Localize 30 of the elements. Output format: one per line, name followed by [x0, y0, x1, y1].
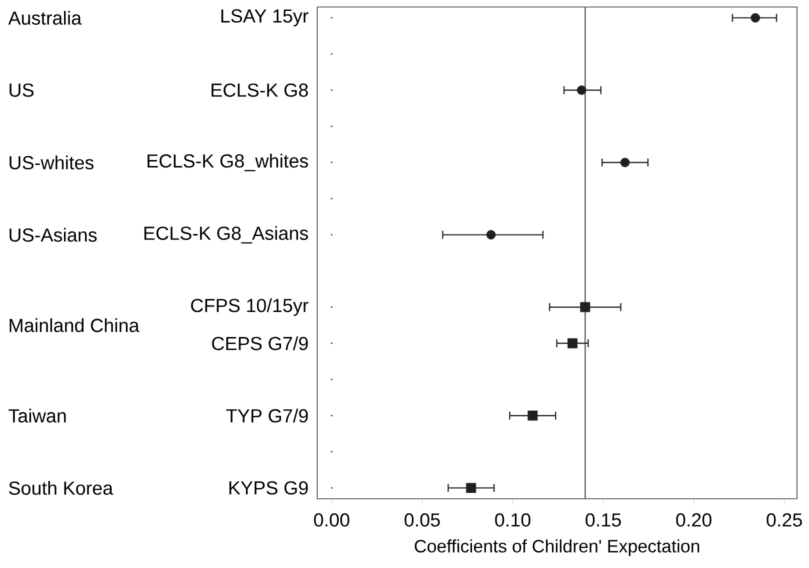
x-tick-label: 0.15	[586, 513, 621, 527]
x-tick-label: 0.20	[676, 513, 712, 527]
text: Australia	[8, 11, 82, 25]
point	[576, 86, 586, 96]
point	[580, 302, 590, 312]
y-tick-label: LSAY 15yr	[221, 9, 308, 27]
text: South Korea	[9, 481, 114, 496]
y-tick-label: ECLS-K G8_Asians	[144, 226, 308, 244]
text: US-Asians	[10, 228, 97, 242]
point	[620, 158, 630, 168]
point	[466, 483, 476, 494]
text: US	[10, 84, 34, 98]
y-tick-label: ECLS-K G8	[212, 84, 308, 98]
y-tick-label: KYPS G9	[229, 481, 308, 495]
text: US-whites	[10, 156, 94, 170]
x-tick-label: 0.05	[404, 513, 440, 527]
text: Taiwan	[8, 408, 66, 423]
text: Mainland China	[10, 318, 140, 332]
y-tick-label: CFPS 10/15yr	[191, 298, 308, 316]
point	[750, 13, 760, 23]
x-tick-label: 0.25	[766, 513, 802, 527]
point	[568, 338, 578, 348]
point	[528, 410, 538, 421]
x-tick-label: 0.10	[495, 513, 530, 527]
y-tick-label: ECLS-K G8_whites	[148, 154, 308, 172]
y-tick-label: CEPS G7/9	[212, 336, 308, 350]
x-axis-title: Coefficients of Children' Expectation	[414, 540, 700, 556]
point	[486, 230, 496, 240]
y-tick-label: TYP G7/9	[226, 408, 308, 423]
x-tick-label: 0.00	[314, 513, 350, 527]
